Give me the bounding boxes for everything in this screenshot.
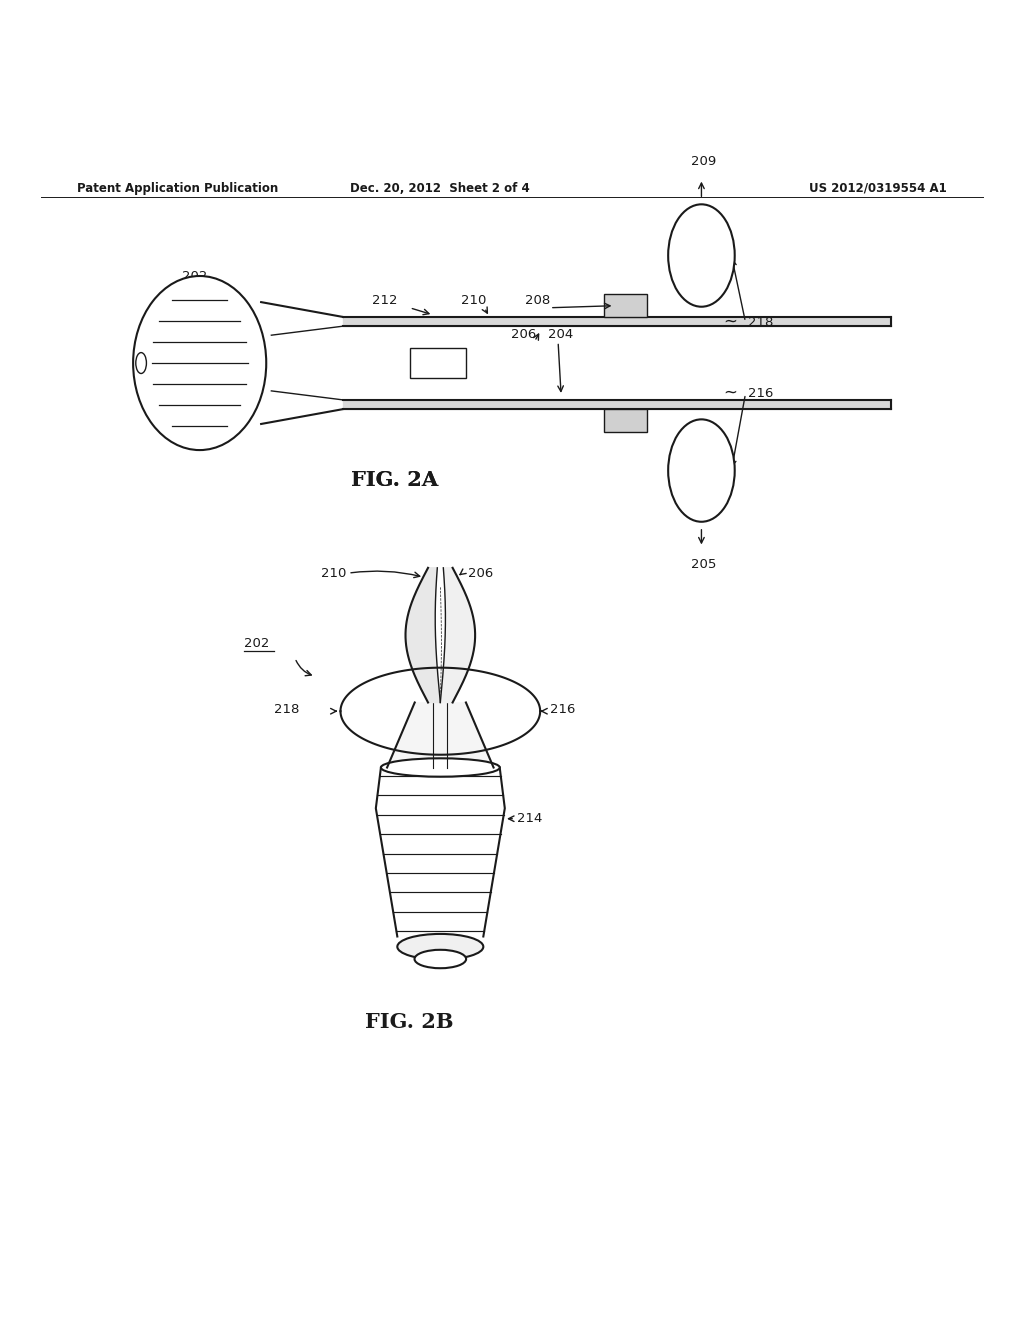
Text: 216: 216 [551, 702, 575, 715]
Polygon shape [440, 568, 475, 702]
Text: 206: 206 [511, 327, 537, 341]
Text: FIG. 2A: FIG. 2A [350, 470, 438, 490]
Text: 212: 212 [373, 294, 397, 306]
Text: 210: 210 [321, 566, 346, 579]
Text: Dec. 20, 2012  Sheet 2 of 4: Dec. 20, 2012 Sheet 2 of 4 [350, 182, 530, 195]
Text: 206: 206 [468, 566, 494, 579]
Ellipse shape [133, 276, 266, 450]
Text: US 2012/0319554 A1: US 2012/0319554 A1 [809, 182, 947, 195]
Text: 216: 216 [748, 387, 773, 400]
Ellipse shape [381, 758, 500, 776]
Text: 214: 214 [517, 812, 543, 825]
Text: 202: 202 [182, 271, 208, 284]
Text: 205: 205 [691, 557, 716, 570]
Ellipse shape [669, 420, 735, 521]
Bar [604, 409, 647, 432]
Text: 202: 202 [244, 636, 269, 649]
Ellipse shape [397, 935, 483, 960]
Text: ~: ~ [723, 384, 737, 401]
Text: 218: 218 [748, 315, 773, 329]
Text: ~: ~ [723, 312, 737, 330]
Bar [410, 347, 466, 379]
Bar [604, 294, 647, 317]
Text: Patent Application Publication: Patent Application Publication [77, 182, 279, 195]
Text: 204: 204 [548, 327, 573, 341]
Text: 208: 208 [525, 294, 550, 306]
Text: FIG. 2A: FIG. 2A [350, 470, 438, 490]
Text: 214: 214 [164, 421, 188, 434]
Ellipse shape [136, 352, 146, 374]
Ellipse shape [415, 950, 466, 969]
Text: 210: 210 [462, 294, 486, 306]
Polygon shape [406, 568, 440, 702]
Ellipse shape [669, 205, 735, 306]
Text: 209: 209 [691, 156, 716, 169]
Text: FIG. 2B: FIG. 2B [366, 1012, 454, 1032]
Text: 218: 218 [274, 702, 300, 715]
